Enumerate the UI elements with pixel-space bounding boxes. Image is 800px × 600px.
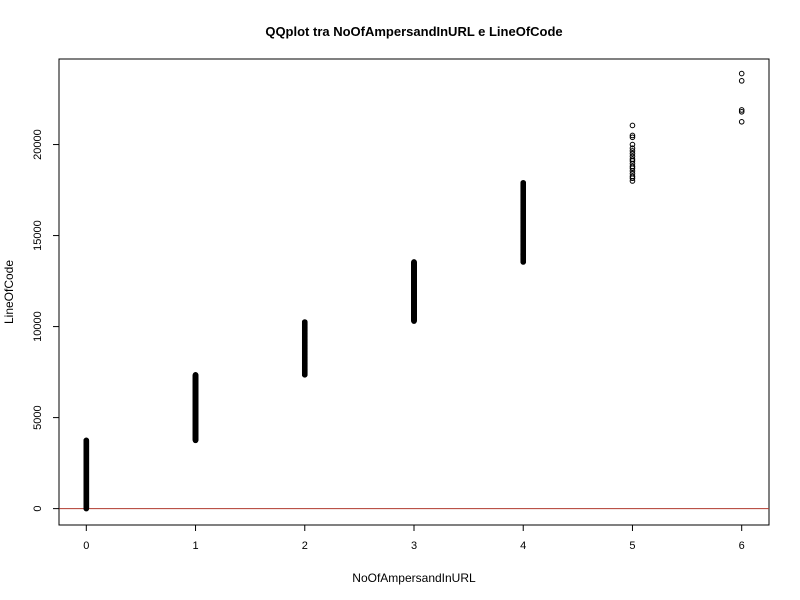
points-layer (83, 70, 745, 512)
y-tick-label: 15000 (32, 220, 44, 251)
data-point (192, 372, 199, 378)
data-point (738, 78, 745, 84)
data-point (301, 319, 308, 325)
x-axis-label: NoOfAmpersandInURL (352, 571, 476, 585)
data-point (629, 148, 636, 154)
x-tick-label: 6 (739, 540, 745, 552)
y-axis-label: LineOfCode (2, 260, 16, 324)
data-point (629, 153, 636, 160)
data-point (83, 437, 90, 444)
data-point (629, 134, 636, 141)
y-tick-label: 20000 (32, 129, 44, 160)
y-tick-label: 5000 (32, 405, 44, 429)
data-point (738, 70, 745, 77)
data-point (629, 156, 636, 162)
x-tick-label: 5 (629, 540, 635, 552)
x-tick-label: 1 (192, 540, 198, 552)
x-axis: 0 1 2 3 4 5 6 (83, 524, 745, 552)
data-point (738, 108, 745, 115)
data-point (629, 141, 636, 148)
data-point (738, 119, 745, 125)
data-point (629, 170, 636, 177)
data-point (738, 107, 745, 113)
chart-title: QQplot tra NoOfAmpersandInURL e LineOfCo… (265, 24, 562, 39)
x-tick-label: 2 (302, 540, 308, 552)
x-tick-label: 4 (520, 540, 526, 552)
data-point (629, 150, 636, 157)
data-point (629, 145, 636, 151)
data-point (520, 179, 527, 186)
data-point (411, 259, 417, 265)
data-point (629, 173, 636, 180)
y-tick-label: 0 (32, 506, 44, 512)
data-point (629, 122, 636, 129)
data-point (629, 132, 636, 139)
data-point (629, 163, 636, 170)
y-axis: 0 5000 10000 15000 20000 (32, 129, 60, 512)
y-tick-label: 10000 (32, 311, 44, 342)
x-tick-label: 0 (83, 540, 89, 552)
x-tick-label: 3 (411, 540, 417, 552)
